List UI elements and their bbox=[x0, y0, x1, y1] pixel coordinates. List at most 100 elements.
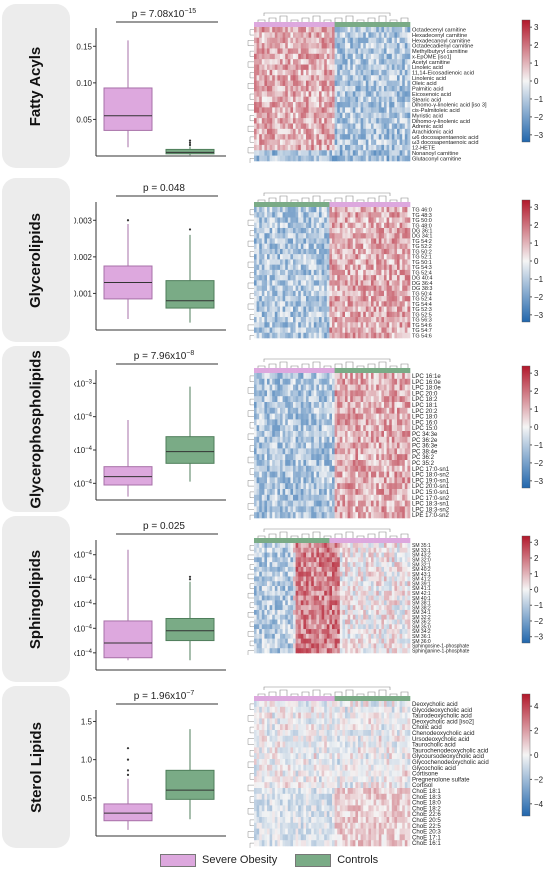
heatmap-cell bbox=[339, 37, 343, 44]
heatmap-cell bbox=[394, 448, 398, 455]
heatmap-cell bbox=[261, 390, 265, 397]
heatmap-cell bbox=[295, 64, 299, 71]
heatmap-cell bbox=[389, 327, 393, 334]
heatmap-cell bbox=[324, 311, 328, 318]
heatmap-cell bbox=[381, 85, 385, 92]
heatmap-cell bbox=[371, 290, 374, 297]
heatmap-cell bbox=[311, 123, 315, 130]
heatmap-cell bbox=[311, 489, 315, 496]
heatmap-cell bbox=[394, 155, 398, 162]
heatmap-cell bbox=[376, 144, 380, 151]
heatmap-cell bbox=[381, 506, 385, 513]
heatmap-cell bbox=[337, 118, 341, 124]
heatmap-cell bbox=[378, 500, 382, 507]
heatmap-cell bbox=[384, 118, 387, 124]
heatmap-cell bbox=[306, 155, 309, 162]
heatmap-cell bbox=[300, 425, 304, 432]
heatmap-cell bbox=[280, 139, 283, 146]
heatmap-cell bbox=[368, 139, 372, 146]
heatmap-cell bbox=[384, 280, 387, 286]
heatmap-cell bbox=[342, 477, 346, 484]
heatmap-cell bbox=[404, 139, 408, 146]
group-annotation bbox=[404, 202, 408, 207]
heatmap-cell bbox=[386, 311, 390, 318]
heatmap-cell bbox=[311, 494, 315, 501]
heatmap-cell bbox=[391, 212, 395, 218]
heatmap-cell bbox=[303, 59, 307, 65]
heatmap-cell bbox=[365, 296, 369, 302]
heatmap-cell bbox=[256, 243, 260, 250]
heatmap-cell bbox=[355, 102, 359, 108]
heatmap-cell bbox=[404, 419, 408, 426]
heatmap-cell bbox=[259, 134, 263, 140]
heatmap-cell bbox=[272, 483, 276, 490]
heatmap-cell bbox=[321, 494, 325, 501]
heatmap-cell bbox=[363, 477, 367, 484]
heatmap-cell bbox=[373, 500, 377, 507]
heatmap-cell bbox=[306, 32, 309, 39]
heatmap-cell bbox=[350, 243, 354, 250]
heatmap-cell bbox=[282, 296, 286, 302]
heatmap-cell bbox=[264, 402, 268, 409]
heatmap-cell bbox=[277, 269, 281, 276]
heatmap-cell bbox=[280, 327, 283, 334]
heatmap-cell bbox=[360, 227, 364, 234]
heatmap-cell bbox=[300, 396, 304, 403]
heatmap-cell bbox=[394, 275, 398, 281]
y-tick-mantissa: 6x10 bbox=[74, 446, 86, 455]
heatmap-cell bbox=[277, 134, 281, 140]
heatmap-cell bbox=[313, 413, 317, 420]
heatmap-cell bbox=[378, 407, 382, 414]
heatmap-cell bbox=[358, 506, 361, 513]
heatmap-row-label: TG 48:0 bbox=[412, 223, 432, 229]
heatmap-cell bbox=[267, 102, 270, 108]
group-annotation bbox=[277, 22, 281, 27]
heatmap-cell bbox=[261, 500, 265, 507]
heatmap-cell bbox=[358, 48, 361, 55]
heatmap-cell bbox=[329, 37, 333, 44]
heatmap-cell bbox=[407, 269, 411, 276]
heatmap-cell bbox=[313, 448, 317, 455]
heatmap-cell bbox=[347, 317, 351, 323]
heatmap-cell bbox=[311, 233, 315, 239]
heatmap-cell bbox=[269, 407, 273, 414]
heatmap-cell bbox=[261, 506, 265, 513]
heatmap-cell bbox=[381, 144, 385, 151]
heatmap-cell bbox=[293, 264, 296, 271]
heatmap-cell bbox=[386, 118, 390, 124]
heatmap-cell bbox=[397, 454, 400, 461]
heatmap-cell bbox=[381, 407, 385, 414]
heatmap-cell bbox=[256, 301, 260, 307]
heatmap-cell bbox=[358, 212, 361, 218]
heatmap-cell bbox=[399, 390, 403, 397]
heatmap-cell bbox=[303, 112, 307, 119]
heatmap-cell bbox=[371, 243, 374, 250]
heatmap-cell bbox=[329, 285, 333, 292]
heatmap-cell bbox=[316, 123, 320, 130]
heatmap-cell bbox=[376, 207, 380, 213]
heatmap-cell bbox=[300, 155, 304, 162]
heatmap-cell bbox=[342, 402, 346, 409]
heatmap-cell bbox=[282, 227, 286, 234]
heatmap-cell bbox=[376, 506, 380, 513]
heatmap-cell bbox=[371, 500, 374, 507]
heatmap-cell bbox=[269, 311, 273, 318]
heatmap-cell bbox=[337, 212, 341, 218]
heatmap-cell bbox=[402, 118, 406, 124]
heatmap-cell bbox=[280, 69, 283, 76]
heatmap-cell bbox=[321, 402, 325, 409]
heatmap-cell bbox=[285, 390, 289, 397]
heatmap-cell bbox=[295, 448, 299, 455]
heatmap-cell bbox=[378, 212, 382, 218]
heatmap-cell bbox=[384, 296, 387, 302]
heatmap-cell bbox=[402, 37, 406, 44]
heatmap-cell bbox=[384, 75, 387, 81]
heatmap-cell bbox=[394, 402, 398, 409]
heatmap-cell bbox=[267, 139, 270, 146]
heatmap-cell bbox=[295, 285, 299, 292]
heatmap-cell bbox=[311, 259, 315, 265]
heatmap-cell bbox=[256, 311, 260, 318]
heatmap-cell bbox=[274, 248, 278, 255]
group-annotation bbox=[342, 202, 346, 207]
heatmap-cell bbox=[397, 306, 400, 313]
